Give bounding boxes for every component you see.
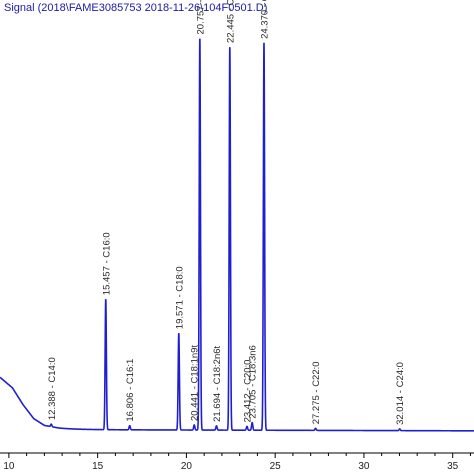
signal-trace	[0, 38, 474, 432]
x-tick-label: 35	[447, 461, 459, 472]
peak-labels: 12.388 - C14:0 15.457 - C16:0 16.806 - C16…	[47, 0, 406, 425]
x-axis: 10 15 20 25 30 35	[0, 452, 474, 472]
peak-label: 16.806 - C16:1	[125, 359, 136, 422]
peak-label: 20.757 - C18:1n9c	[195, 0, 206, 35]
peak-label: 15.457 - C16:0	[101, 232, 112, 295]
peak-label: 24.370 - C18:3n3	[260, 0, 271, 39]
peak-label: 19.571 - C18:0	[174, 266, 185, 329]
x-tick-label: 25	[270, 461, 282, 472]
peak-label: 23.705 - C18:3n6	[248, 345, 259, 418]
peak-label: 12.388 - C14:0	[47, 357, 58, 420]
x-tick-label: 10	[3, 461, 15, 472]
x-tick-label: 20	[181, 461, 193, 472]
x-tick-label: 30	[358, 461, 370, 472]
chart-title: Signal (2018\FAME3085753 2018-11-26\104F…	[4, 2, 267, 14]
peak-label: 22.445 - C18:2n6c	[225, 0, 236, 43]
peak-label: 21.694 - C18:2n6t	[212, 345, 223, 421]
peak-label: 27.275 - C22:0	[311, 361, 322, 424]
peak-label: 32.014 - C24:0	[395, 362, 406, 425]
peak-label: 23.412 - C20:0	[243, 360, 254, 423]
signal-line	[0, 38, 474, 432]
x-tick-label: 15	[92, 461, 104, 472]
peak-label: 20.441 - C18:1n9t	[190, 345, 201, 421]
